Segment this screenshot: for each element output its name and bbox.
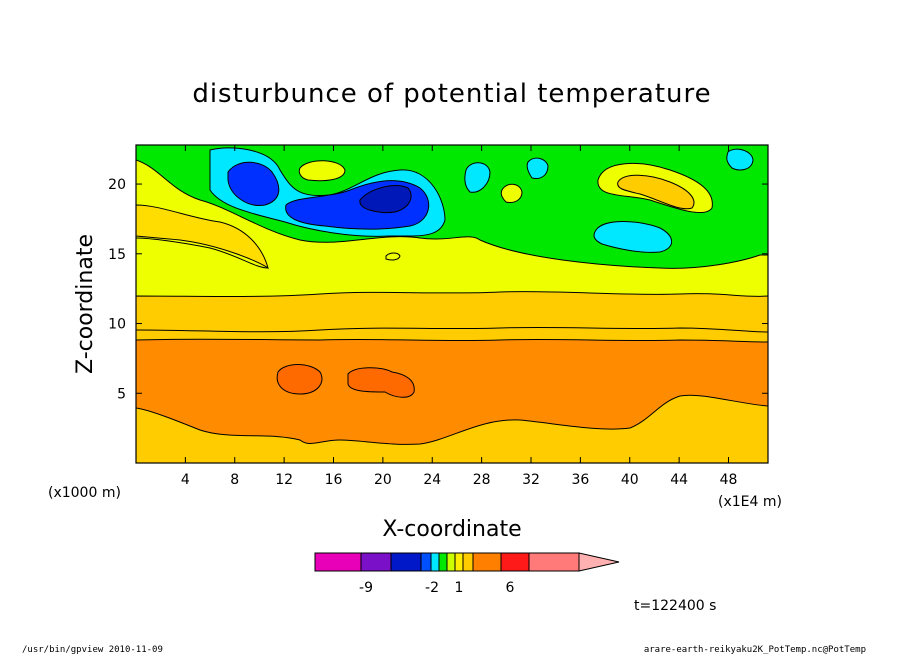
colorbar-label: -9 [359,580,373,596]
colorbar-swatch [454,552,464,572]
x-tick-label: 44 [670,472,688,488]
y-tick-label: 5 [117,386,126,402]
colorbar-swatch [472,552,502,572]
x-tick-label: 32 [522,472,540,488]
time-label: t=122400 s [634,598,716,614]
colorbar-extension [578,552,620,572]
x-tick-label: 8 [230,472,239,488]
contour-line [136,237,269,269]
x-unit-right: (x1E4 m) [718,494,782,510]
y-tick-label: 15 [108,247,126,263]
x-tick-label: 36 [571,472,589,488]
blob-cyan-right [593,221,673,253]
contour-line [136,326,768,333]
footer-left: /usr/bin/gpview 2010-11-09 [22,645,163,654]
blob-yellow-small-2 [385,252,401,261]
colorbar-label: 1 [455,580,464,596]
x-tick-label: 16 [325,472,343,488]
plot-frame [135,144,769,464]
colorbar-labels: -9 -2 1 6 [359,580,515,596]
x-ticks: 4 8 12 16 20 24 28 32 36 40 44 48 [181,145,738,488]
colorbar-label: -2 [425,580,439,596]
colorbar-swatch [500,552,530,572]
y-axis-label: Z-coordinate [73,234,98,374]
x-tick-label: 12 [275,472,293,488]
blob-cyan-small-2 [526,157,549,179]
blob-yellow-top [298,160,346,182]
x-unit-left: (x1000 m) [48,485,121,501]
blob-yellow-small [500,183,523,203]
y-tick-label: 20 [108,177,126,193]
blob-cyan-corner [726,148,754,171]
blob-cyan-small-1 [464,162,491,193]
colorbar-swatch [430,552,440,572]
y-tick-label: 10 [108,317,126,333]
x-tick-label: 28 [473,472,491,488]
x-tick-label: 20 [374,472,392,488]
footer-right: arare-earth-reikyaku2K_PotTemp.nc@PotTem… [644,645,866,654]
colorbar-swatch [446,552,456,572]
colorbar-swatch [420,552,432,572]
x-tick-label: 4 [181,472,190,488]
y-ticks: 5 10 15 20 [108,177,768,402]
x-tick-label: 48 [720,472,738,488]
chart-title: disturbunce of potential temperature [192,79,711,109]
blob-right-orange [617,174,695,210]
colorbar-swatch [528,552,580,572]
x-tick-label: 40 [621,472,639,488]
colorbar-swatch [390,552,422,572]
blob-dark-orange-1 [276,364,323,395]
x-axis-label: X-coordinate [382,517,521,542]
colorbar-swatch [438,552,448,572]
colorbar-swatch [462,552,474,572]
colorbar-label: 6 [506,580,515,596]
colorbar [314,552,620,572]
blob-blue [227,161,280,206]
colorbar-swatch [314,552,362,572]
x-tick-label: 24 [423,472,441,488]
colorbar-swatch [360,552,392,572]
contour-field [136,145,768,463]
blob-dark-orange-2 [347,367,415,398]
blob-navy [359,185,412,213]
